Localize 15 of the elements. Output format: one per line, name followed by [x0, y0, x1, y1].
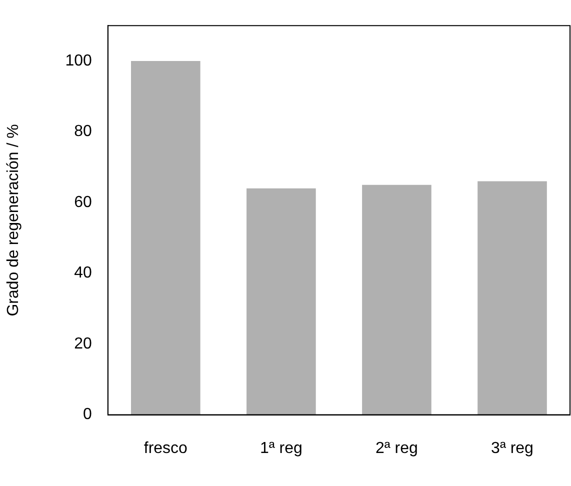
- y-tick-label: 0: [82, 406, 92, 424]
- y-axis-title: Grado de regeneración / %: [5, 124, 22, 316]
- y-tick-label: 100: [65, 52, 92, 70]
- bar: [131, 60, 200, 415]
- bar: [362, 184, 432, 415]
- x-tick-label: fresco: [144, 440, 188, 457]
- bar: [478, 181, 547, 415]
- y-tick-label: 20: [74, 335, 92, 352]
- y-tick-label: 40: [74, 264, 92, 282]
- y-tick-label: 60: [74, 194, 92, 211]
- y-tick-label: 80: [74, 123, 92, 140]
- x-tick-label: 2ª reg: [376, 440, 418, 457]
- bar: [246, 188, 316, 415]
- x-tick-label: 1ª reg: [260, 440, 302, 457]
- x-tick-label: 3ª reg: [491, 440, 534, 457]
